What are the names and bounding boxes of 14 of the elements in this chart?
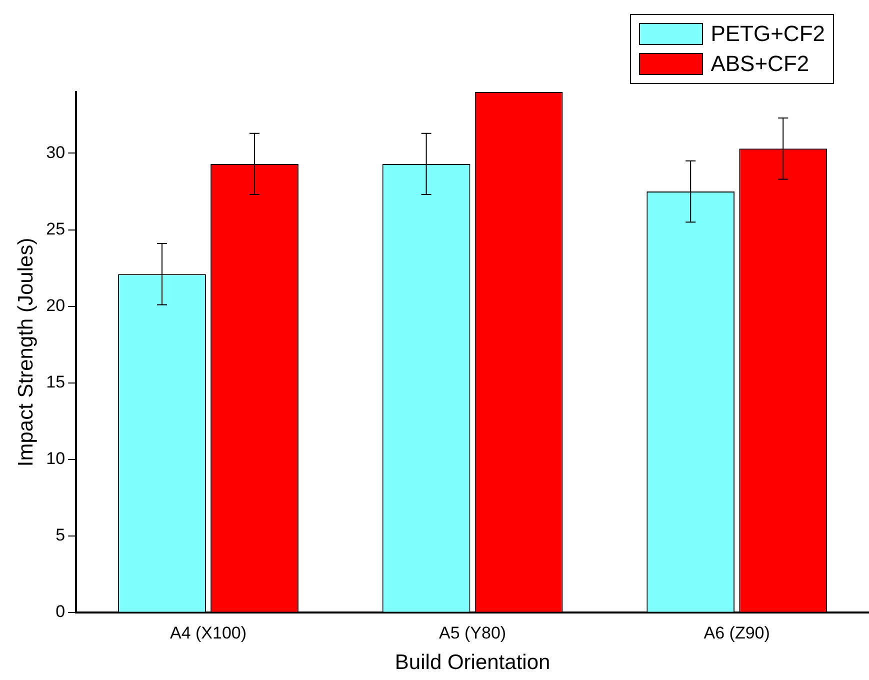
y-axis-title: Impact Strength (Joules) — [14, 238, 38, 467]
x-tick-label: A5 (Y80) — [439, 623, 506, 642]
y-tick-label: 15 — [46, 372, 66, 392]
y-tick-label: 20 — [46, 296, 66, 315]
legend-label: PETG+CF2 — [710, 21, 825, 47]
legend-label: ABS+CF2 — [710, 51, 810, 77]
y-tick-label: 5 — [56, 526, 66, 545]
y-tick-label: 0 — [56, 602, 66, 622]
y-tick-label: 10 — [46, 449, 66, 468]
y-tick-label: 30 — [46, 142, 66, 162]
x-axis-title: Build Orientation — [394, 651, 550, 674]
x-tick-label: A6 (Z90) — [704, 623, 770, 642]
x-tick-label: A4 (X100) — [170, 623, 247, 642]
y-tick-label: 25 — [46, 219, 66, 238]
